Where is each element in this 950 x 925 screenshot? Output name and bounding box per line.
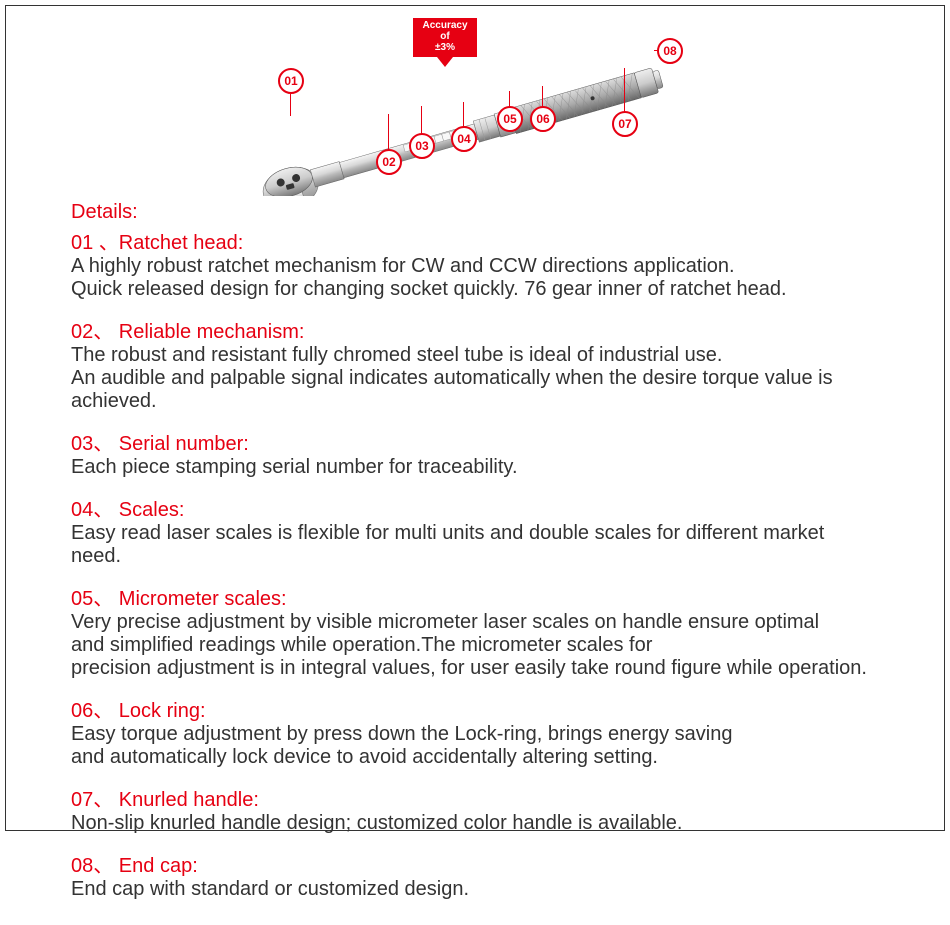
- callout-03: 03: [409, 133, 435, 159]
- accuracy-badge: Accuracy of ±3%: [413, 18, 477, 57]
- section-01: 01 、Ratchet head:A highly robust ratchet…: [71, 226, 879, 301]
- section-title: 04、 Scales:: [71, 493, 879, 522]
- section-desc: End cap with standard or customized desi…: [71, 878, 879, 901]
- callout-04: 04: [451, 126, 477, 152]
- section-06: 06、 Lock ring:Easy torque adjustment by …: [71, 694, 879, 769]
- section-title: 02、 Reliable mechanism:: [71, 315, 879, 344]
- section-title: 06、 Lock ring:: [71, 694, 879, 723]
- callout-07: 07: [612, 111, 638, 137]
- section-title: 07、 Knurled handle:: [71, 783, 879, 812]
- details-title: Details:: [71, 201, 879, 224]
- section-title: 03、 Serial number:: [71, 427, 879, 456]
- sections-host: 01 、Ratchet head:A highly robust ratchet…: [71, 226, 879, 901]
- callout-line: [463, 102, 464, 127]
- callout-line: [388, 114, 389, 150]
- section-desc: Each piece stamping serial number for tr…: [71, 456, 879, 479]
- section-title: 08、 End cap:: [71, 849, 879, 878]
- callout-06: 06: [530, 106, 556, 132]
- section-title: 01 、Ratchet head:: [71, 226, 879, 255]
- content-area: Details: 01 、Ratchet head:A highly robus…: [6, 201, 944, 925]
- section-desc: Very precise adjustment by visible micro…: [71, 611, 879, 680]
- main-container: Accuracy of ±3% 01 02 03 04 05 06 07 08 Details…: [5, 5, 945, 831]
- section-03: 03、 Serial number:Each piece stamping se…: [71, 427, 879, 479]
- section-04: 04、 Scales:Easy read laser scales is fle…: [71, 493, 879, 568]
- callout-01: 01: [278, 68, 304, 94]
- callout-line: [542, 86, 543, 107]
- section-desc: Easy read laser scales is flexible for m…: [71, 522, 879, 568]
- diagram-area: Accuracy of ±3% 01 02 03 04 05 06 07 08: [6, 6, 944, 201]
- section-desc: The robust and resistant fully chromed s…: [71, 344, 879, 413]
- callout-line: [624, 68, 625, 112]
- callout-02: 02: [376, 149, 402, 175]
- accuracy-line1: Accuracy of: [417, 20, 473, 42]
- callout-08: 08: [657, 38, 683, 64]
- section-02: 02、 Reliable mechanism:The robust and re…: [71, 315, 879, 413]
- section-desc: Easy torque adjustment by press down the…: [71, 723, 879, 769]
- section-desc: Non-slip knurled handle design; customiz…: [71, 812, 879, 835]
- callout-line: [509, 91, 510, 107]
- section-desc: A highly robust ratchet mechanism for CW…: [71, 255, 879, 301]
- section-07: 07、 Knurled handle:Non-slip knurled hand…: [71, 783, 879, 835]
- section-05: 05、 Micrometer scales:Very precise adjus…: [71, 582, 879, 680]
- callout-line: [290, 94, 291, 116]
- section-08: 08、 End cap:End cap with standard or cus…: [71, 849, 879, 901]
- accuracy-line2: ±3%: [417, 42, 473, 53]
- callout-line: [421, 106, 422, 134]
- callout-05: 05: [497, 106, 523, 132]
- section-title: 05、 Micrometer scales:: [71, 582, 879, 611]
